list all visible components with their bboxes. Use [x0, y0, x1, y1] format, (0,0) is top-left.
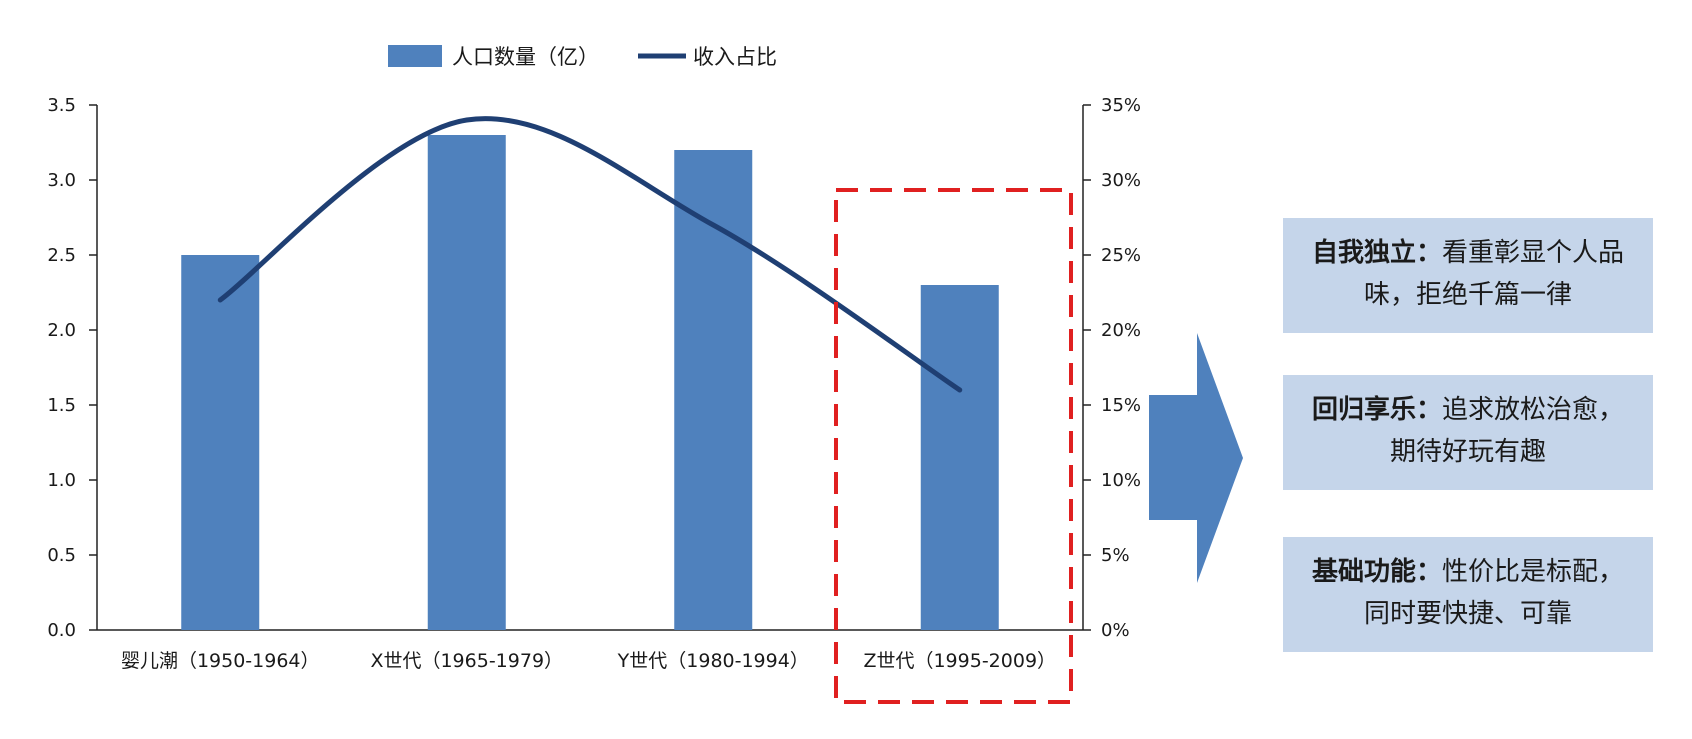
left-tick-label: 3.0: [47, 170, 76, 191]
left-tick-label: 1.0: [47, 470, 76, 491]
left-tick-label: 2.5: [47, 245, 76, 266]
right-tick-label: 25%: [1101, 245, 1141, 266]
info-box-body: 追求放松治愈，期待好玩有趣: [1389, 395, 1625, 467]
info-box-title: 基础功能：: [1311, 557, 1442, 587]
legend-bar-label: 人口数量（亿）: [452, 45, 599, 69]
info-box-enjoyment: 回归享乐：追求放松治愈，期待好玩有趣: [1283, 375, 1653, 490]
left-tick-label: 0.5: [47, 545, 76, 566]
category-label: Y世代（1980-1994）: [617, 650, 809, 672]
category-label: Z世代（1995-2009）: [863, 650, 1056, 672]
right-tick-label: 35%: [1101, 95, 1141, 116]
category-label: 婴儿潮（1950-1964）: [121, 650, 320, 672]
right-tick-label: 15%: [1101, 395, 1141, 416]
info-box-basic-function: 基础功能：性价比是标配，同时要快捷、可靠: [1283, 537, 1653, 652]
income-share-line: [217, 116, 963, 393]
category-labels: 婴儿潮（1950-1964） X世代（1965-1979） Y世代（1980-199…: [121, 650, 1056, 672]
right-axis-ticks: 0% 5% 10% 15% 20% 25% 30% 35%: [1083, 95, 1141, 641]
info-box-title: 自我独立：: [1311, 238, 1442, 268]
right-arrow-icon: [1149, 333, 1243, 583]
category-label: X世代（1965-1979）: [370, 650, 563, 672]
left-tick-label: 0.0: [47, 620, 76, 641]
bar: [674, 150, 753, 630]
info-box-title: 回归享乐：: [1311, 395, 1442, 425]
bar: [920, 285, 999, 630]
z-generation-highlight-box: [834, 188, 1073, 704]
bar: [181, 255, 260, 630]
left-axis-ticks: 0.0 0.5 1.0 1.5 2.0 2.5 3.0 3.5: [47, 95, 97, 641]
info-box-independence: 自我独立：看重彰显个人品味，拒绝千篇一律: [1283, 218, 1653, 333]
legend: 人口数量（亿） 收入占比: [388, 45, 777, 69]
info-box-body: 看重彰显个人品味，拒绝千篇一律: [1363, 238, 1625, 310]
right-tick-label: 10%: [1101, 470, 1141, 491]
legend-line-label: 收入占比: [693, 45, 777, 69]
legend-bar-swatch: [388, 45, 442, 67]
left-tick-label: 2.0: [47, 320, 76, 341]
right-tick-label: 20%: [1101, 320, 1141, 341]
right-tick-label: 30%: [1101, 170, 1141, 191]
right-tick-label: 0%: [1101, 620, 1130, 641]
left-tick-label: 1.5: [47, 395, 76, 416]
right-tick-label: 5%: [1101, 545, 1130, 566]
left-tick-label: 3.5: [47, 95, 76, 116]
bar-series: [181, 135, 999, 630]
info-box-body: 性价比是标配，同时要快捷、可靠: [1363, 557, 1625, 629]
bar: [427, 135, 506, 630]
